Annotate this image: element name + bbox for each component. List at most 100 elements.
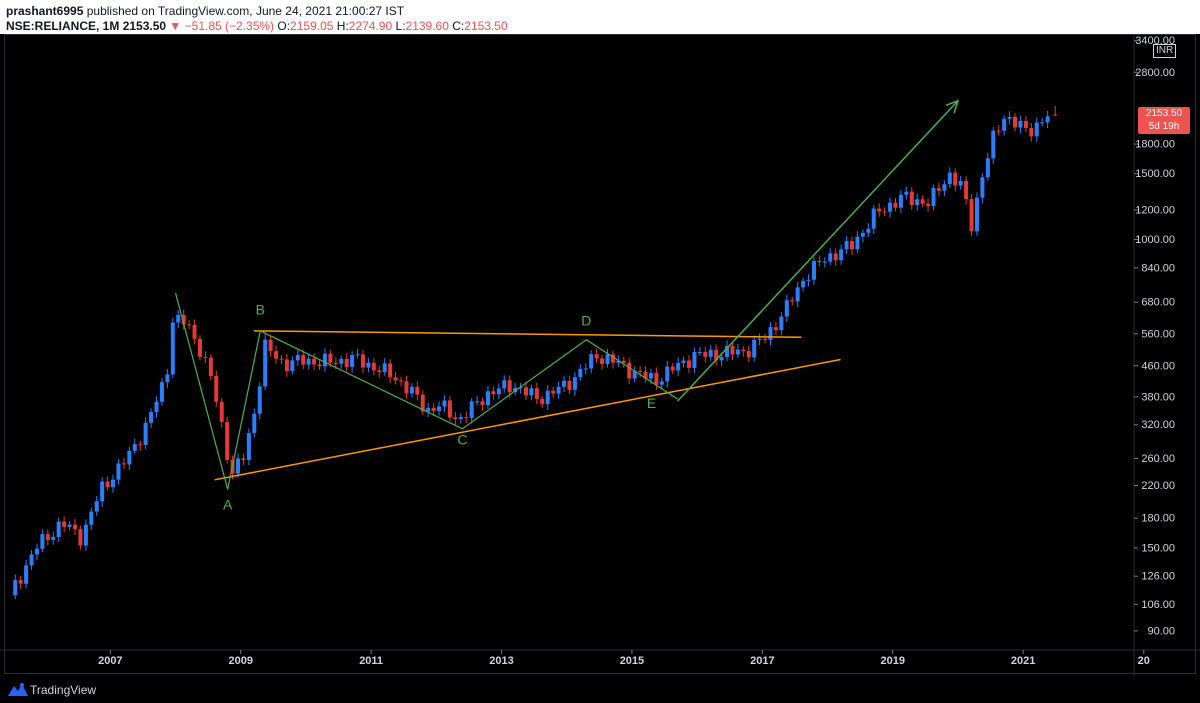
candle-body bbox=[817, 260, 822, 262]
candle-body bbox=[475, 401, 480, 403]
candle-body bbox=[681, 360, 686, 363]
candle-body bbox=[1045, 116, 1050, 123]
candle-body bbox=[969, 199, 974, 232]
publish-info: prashant6995 published on TradingView.co… bbox=[6, 4, 404, 18]
candle-body bbox=[197, 338, 202, 357]
candle-body bbox=[382, 363, 387, 373]
candle-body bbox=[605, 354, 610, 365]
candle-body bbox=[523, 387, 528, 396]
price-tick-label: 320.00 bbox=[1141, 419, 1175, 431]
candle-body bbox=[339, 358, 344, 364]
candle-body bbox=[322, 353, 327, 367]
candle-body bbox=[534, 388, 539, 399]
candle-body bbox=[219, 401, 224, 422]
candle-body bbox=[926, 203, 931, 206]
candle-body bbox=[154, 401, 159, 413]
candle-body bbox=[388, 363, 393, 378]
candle-body bbox=[301, 355, 306, 365]
candle-body bbox=[730, 346, 735, 355]
candle-body bbox=[893, 202, 898, 208]
publisher-name[interactable]: prashant6995 bbox=[6, 4, 84, 18]
chart-frame[interactable] bbox=[4, 34, 1196, 674]
candle-body bbox=[295, 355, 300, 361]
time-tick-label: 2019 bbox=[881, 655, 905, 667]
bar-countdown: 5d 19h bbox=[1148, 121, 1180, 132]
price-tick-label: 2800.00 bbox=[1135, 67, 1175, 79]
candle-body bbox=[866, 228, 871, 233]
candle-body bbox=[437, 406, 442, 411]
candle-body bbox=[985, 158, 990, 178]
candle-body bbox=[214, 376, 219, 402]
candle-body bbox=[312, 358, 317, 365]
symbol-label: NSE:RELIANCE, 1M bbox=[6, 19, 120, 33]
footer: TradingView bbox=[0, 676, 1200, 703]
candle-body bbox=[920, 199, 925, 204]
candle-body bbox=[1029, 127, 1034, 137]
candle-body bbox=[958, 180, 963, 186]
candle-body bbox=[1002, 118, 1007, 131]
candle-body bbox=[974, 197, 979, 232]
price-tick-label: 680.00 bbox=[1141, 297, 1175, 309]
candle-body bbox=[828, 253, 833, 262]
footer-brand[interactable]: TradingView bbox=[30, 683, 97, 697]
candle-body bbox=[540, 398, 545, 405]
candle-body bbox=[746, 351, 751, 358]
candle-body bbox=[143, 422, 148, 445]
candle-body bbox=[562, 380, 567, 387]
candle-body bbox=[735, 349, 740, 355]
close-value: 2153.50 bbox=[464, 19, 508, 33]
candle-body bbox=[643, 371, 648, 379]
low-value: 2139.60 bbox=[405, 19, 449, 33]
open-value: 2159.05 bbox=[290, 19, 334, 33]
tradingview-logo-icon[interactable] bbox=[8, 682, 28, 696]
candle-body bbox=[909, 191, 914, 206]
candle-body bbox=[768, 327, 773, 340]
candle-body bbox=[51, 536, 56, 540]
candle-body bbox=[442, 400, 447, 407]
pattern-label-a: A bbox=[223, 496, 233, 512]
last-price-tag-value: 2153.50 bbox=[1145, 108, 1183, 119]
candle-body bbox=[426, 407, 431, 412]
candle-body bbox=[697, 351, 702, 353]
candle-body bbox=[931, 188, 936, 206]
candle-body bbox=[877, 208, 882, 212]
candle-body bbox=[94, 501, 99, 512]
candle-body bbox=[725, 346, 730, 357]
candle-body bbox=[676, 362, 681, 371]
time-tick-label: 2017 bbox=[750, 655, 774, 667]
candle-body bbox=[13, 580, 18, 596]
candle-body bbox=[176, 314, 181, 323]
candle-body bbox=[578, 368, 583, 378]
candle-body bbox=[491, 391, 496, 395]
candle-body bbox=[860, 232, 865, 237]
candle-body bbox=[24, 565, 29, 584]
candle-body bbox=[703, 351, 708, 357]
candle-body bbox=[659, 381, 664, 385]
candle-body bbox=[485, 391, 490, 406]
price-tick-label: 180.00 bbox=[1141, 513, 1175, 525]
candle-body bbox=[159, 382, 164, 402]
candle-body bbox=[980, 177, 985, 198]
candle-body bbox=[850, 241, 854, 250]
candle-body bbox=[350, 355, 355, 367]
candle-body bbox=[67, 524, 72, 527]
trendline-lower bbox=[214, 358, 841, 481]
price-tick-label: 90.00 bbox=[1147, 625, 1175, 637]
candle-body bbox=[83, 524, 88, 546]
candle-body bbox=[34, 548, 39, 555]
candle-body bbox=[78, 529, 83, 546]
high-label: H: bbox=[336, 19, 349, 33]
price-tick-label: 840.00 bbox=[1141, 262, 1175, 274]
candle-body bbox=[692, 352, 697, 368]
price-chart[interactable]: 3400.002800.001800.001500.001200.001000.… bbox=[0, 34, 1200, 676]
candle-body bbox=[627, 362, 632, 379]
candle-body bbox=[763, 338, 768, 340]
candle-body bbox=[409, 386, 414, 394]
candle-body bbox=[1040, 122, 1045, 124]
candle-body bbox=[833, 253, 838, 261]
trendline-arrowhead bbox=[945, 99, 960, 114]
candle-body bbox=[502, 380, 507, 389]
candle-body bbox=[377, 370, 382, 373]
candle-body bbox=[822, 261, 827, 263]
price-tick-label: 380.00 bbox=[1141, 391, 1175, 403]
